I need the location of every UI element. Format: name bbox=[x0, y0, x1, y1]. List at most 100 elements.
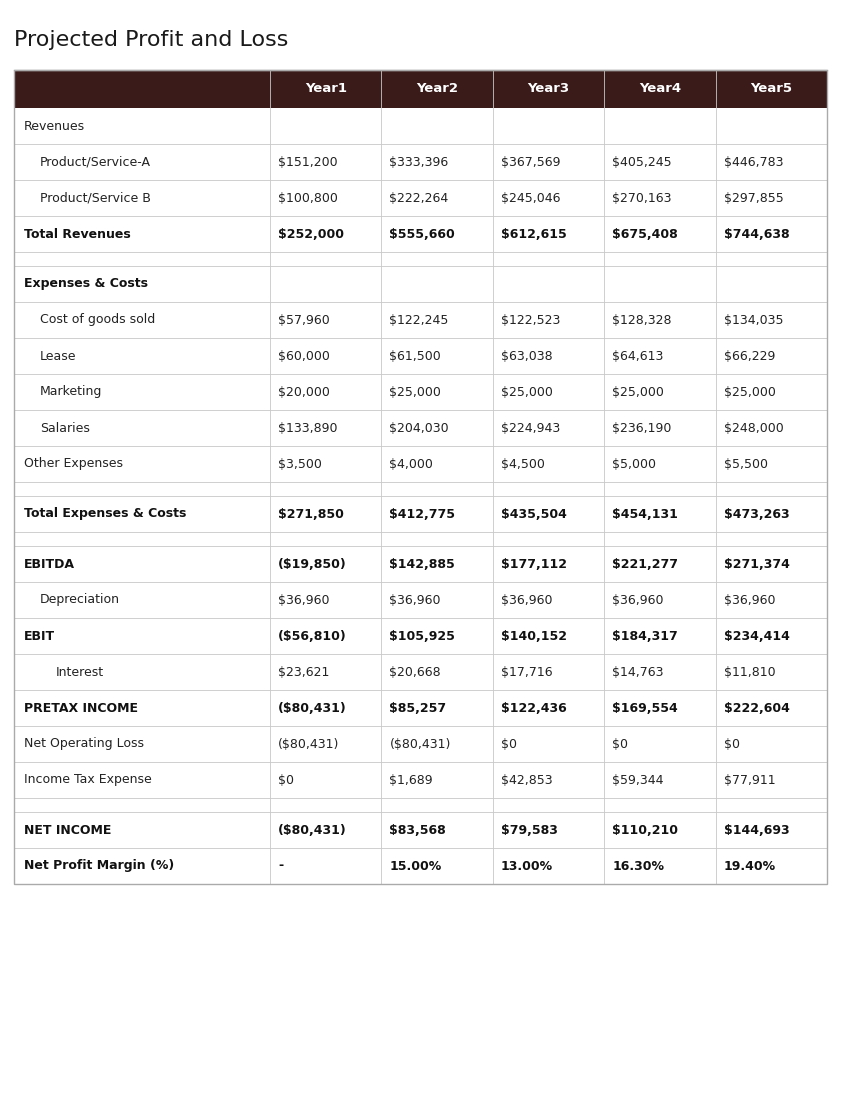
Text: $1,689: $1,689 bbox=[389, 774, 433, 786]
Bar bbox=[14, 410, 827, 446]
Text: $405,245: $405,245 bbox=[612, 156, 672, 169]
Bar bbox=[14, 726, 827, 762]
Text: $100,800: $100,800 bbox=[278, 191, 338, 205]
Text: $234,414: $234,414 bbox=[723, 629, 790, 643]
Text: Total Revenues: Total Revenues bbox=[24, 228, 130, 240]
Text: $122,436: $122,436 bbox=[501, 702, 567, 715]
Text: $83,568: $83,568 bbox=[389, 824, 447, 836]
Text: ($80,431): ($80,431) bbox=[389, 737, 451, 751]
Text: $4,000: $4,000 bbox=[389, 457, 433, 470]
Text: $151,200: $151,200 bbox=[278, 156, 338, 169]
Text: Marketing: Marketing bbox=[40, 386, 103, 398]
Text: ($80,431): ($80,431) bbox=[278, 702, 346, 715]
Text: $60,000: $60,000 bbox=[278, 349, 330, 363]
Bar bbox=[14, 302, 827, 338]
Text: $0: $0 bbox=[723, 737, 739, 751]
Bar bbox=[14, 338, 827, 374]
Text: Income Tax Expense: Income Tax Expense bbox=[24, 774, 151, 786]
Text: EBITDA: EBITDA bbox=[24, 557, 75, 570]
Text: $177,112: $177,112 bbox=[501, 557, 567, 570]
Text: Year2: Year2 bbox=[416, 82, 458, 96]
Text: $675,408: $675,408 bbox=[612, 228, 678, 240]
Text: ($56,810): ($56,810) bbox=[278, 629, 346, 643]
Text: $412,775: $412,775 bbox=[389, 507, 456, 520]
Bar bbox=[14, 798, 827, 812]
Bar bbox=[14, 252, 827, 266]
Text: $36,960: $36,960 bbox=[501, 594, 553, 606]
Text: Total Expenses & Costs: Total Expenses & Costs bbox=[24, 507, 187, 520]
Text: $5,000: $5,000 bbox=[612, 457, 656, 470]
Text: $446,783: $446,783 bbox=[723, 156, 783, 169]
Text: $5,500: $5,500 bbox=[723, 457, 768, 470]
Text: $0: $0 bbox=[501, 737, 517, 751]
Text: $23,621: $23,621 bbox=[278, 665, 330, 678]
Text: $140,152: $140,152 bbox=[501, 629, 567, 643]
Text: $236,190: $236,190 bbox=[612, 421, 672, 435]
Text: Year1: Year1 bbox=[304, 82, 346, 96]
Text: Cost of goods sold: Cost of goods sold bbox=[40, 314, 156, 327]
Text: $61,500: $61,500 bbox=[389, 349, 442, 363]
Text: NET INCOME: NET INCOME bbox=[24, 824, 111, 836]
Text: ($80,431): ($80,431) bbox=[278, 824, 346, 836]
Text: $110,210: $110,210 bbox=[612, 824, 678, 836]
Text: $142,885: $142,885 bbox=[389, 557, 455, 570]
Text: $57,960: $57,960 bbox=[278, 314, 330, 327]
Bar bbox=[14, 481, 827, 496]
Text: 19.40%: 19.40% bbox=[723, 860, 775, 873]
Text: $270,163: $270,163 bbox=[612, 191, 672, 205]
Text: Year5: Year5 bbox=[750, 82, 792, 96]
Text: $11,810: $11,810 bbox=[723, 665, 775, 678]
Bar bbox=[14, 532, 827, 546]
Text: $0: $0 bbox=[612, 737, 628, 751]
Bar bbox=[14, 848, 827, 884]
Text: -: - bbox=[278, 860, 283, 873]
Text: $271,850: $271,850 bbox=[278, 507, 344, 520]
Text: $169,554: $169,554 bbox=[612, 702, 678, 715]
Text: $105,925: $105,925 bbox=[389, 629, 455, 643]
Bar bbox=[14, 691, 827, 726]
Bar bbox=[14, 654, 827, 691]
Text: Revenues: Revenues bbox=[24, 119, 85, 132]
Text: $77,911: $77,911 bbox=[723, 774, 775, 786]
Text: ($80,431): ($80,431) bbox=[278, 737, 340, 751]
Bar bbox=[14, 446, 827, 481]
Text: Expenses & Costs: Expenses & Costs bbox=[24, 278, 148, 290]
Text: 15.00%: 15.00% bbox=[389, 860, 442, 873]
Text: $221,277: $221,277 bbox=[612, 557, 678, 570]
Text: $473,263: $473,263 bbox=[723, 507, 789, 520]
Text: $297,855: $297,855 bbox=[723, 191, 783, 205]
Bar bbox=[14, 108, 827, 143]
Text: $133,890: $133,890 bbox=[278, 421, 337, 435]
Bar bbox=[14, 70, 827, 884]
Text: $20,668: $20,668 bbox=[389, 665, 441, 678]
Text: $64,613: $64,613 bbox=[612, 349, 664, 363]
Bar bbox=[14, 812, 827, 848]
Text: $59,344: $59,344 bbox=[612, 774, 664, 786]
Text: Projected Profit and Loss: Projected Profit and Loss bbox=[14, 30, 288, 50]
Text: ($19,850): ($19,850) bbox=[278, 557, 346, 570]
Text: Lease: Lease bbox=[40, 349, 77, 363]
Text: Year4: Year4 bbox=[639, 82, 681, 96]
Text: $122,523: $122,523 bbox=[501, 314, 560, 327]
Bar bbox=[14, 266, 827, 302]
Bar bbox=[14, 618, 827, 654]
Text: $4,500: $4,500 bbox=[501, 457, 545, 470]
Text: Depreciation: Depreciation bbox=[40, 594, 120, 606]
Text: $128,328: $128,328 bbox=[612, 314, 672, 327]
Text: $85,257: $85,257 bbox=[389, 702, 447, 715]
Text: $42,853: $42,853 bbox=[501, 774, 553, 786]
Text: EBIT: EBIT bbox=[24, 629, 56, 643]
Text: $14,763: $14,763 bbox=[612, 665, 664, 678]
Text: $3,500: $3,500 bbox=[278, 457, 322, 470]
Text: Other Expenses: Other Expenses bbox=[24, 457, 123, 470]
Text: $184,317: $184,317 bbox=[612, 629, 678, 643]
Text: $63,038: $63,038 bbox=[501, 349, 553, 363]
Text: $36,960: $36,960 bbox=[723, 594, 775, 606]
Text: $0: $0 bbox=[278, 774, 294, 786]
Text: $435,504: $435,504 bbox=[501, 507, 567, 520]
Text: $144,693: $144,693 bbox=[723, 824, 789, 836]
Text: $25,000: $25,000 bbox=[612, 386, 664, 398]
Bar bbox=[14, 546, 827, 582]
Text: $612,615: $612,615 bbox=[501, 228, 567, 240]
Text: $744,638: $744,638 bbox=[723, 228, 789, 240]
